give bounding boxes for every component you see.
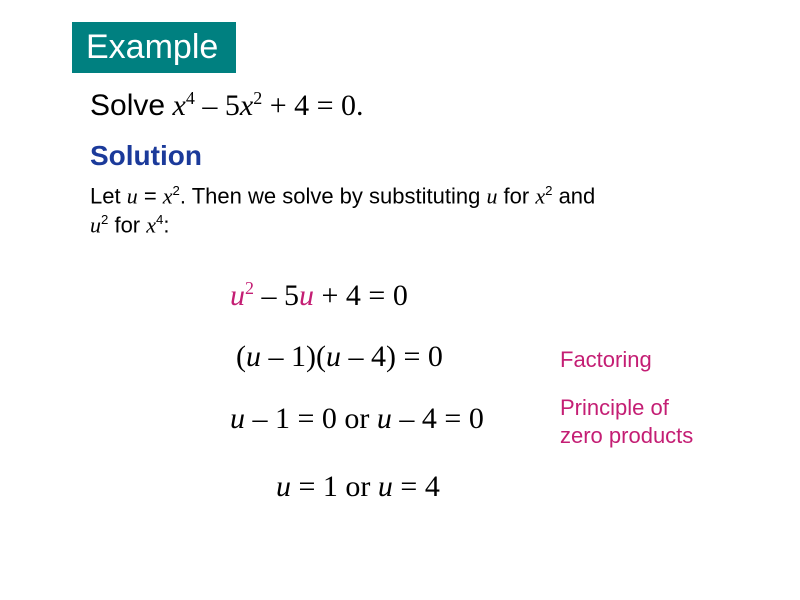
exp-p2: = xyxy=(138,183,163,208)
eq3-u2: u xyxy=(377,402,392,435)
eq4-u1: u xyxy=(276,470,291,503)
eq1-u2: u xyxy=(299,279,314,312)
eq1-b: – 5 xyxy=(254,279,299,312)
eq3-u1: u xyxy=(230,402,245,435)
exp-x3: x xyxy=(146,212,156,237)
eq2-u1: u xyxy=(246,340,261,373)
annot-zero-line1: Principle of xyxy=(560,395,669,420)
exp-u1: u xyxy=(127,183,138,208)
exp-p6: for xyxy=(108,212,146,237)
problem-statement: Solve x4 – 5x2 + 4 = 0. xyxy=(90,88,364,123)
exp-p5a: and xyxy=(552,183,595,208)
exp-p3: . Then we solve by substituting xyxy=(180,183,487,208)
exp-u3: u xyxy=(90,212,101,237)
eq2-e: – 4) = 0 xyxy=(341,340,443,373)
annotation-factoring: Factoring xyxy=(560,346,750,374)
problem-var-x2: x xyxy=(240,89,253,122)
exp-p4: for xyxy=(497,183,535,208)
eq1-exp: 2 xyxy=(245,278,254,298)
equation-zero-product: u – 1 = 0 or u – 4 = 0 xyxy=(230,402,484,436)
annot-zero-line2: zero products xyxy=(560,423,693,448)
equation-factored: (u – 1)(u – 4) = 0 xyxy=(236,340,443,374)
eq3-d: – 4 = 0 xyxy=(392,402,484,435)
exp-p1: Let xyxy=(90,183,127,208)
solution-heading: Solution xyxy=(90,140,202,172)
example-header-text: Example xyxy=(86,28,218,66)
problem-var-x1: x xyxy=(173,89,186,122)
problem-exp-2: 2 xyxy=(253,88,262,108)
eq3-b: – 1 = 0 or xyxy=(245,402,377,435)
exp-x2: x xyxy=(535,183,545,208)
problem-verb: Solve xyxy=(90,89,165,122)
eq4-b: = 1 or xyxy=(291,470,378,503)
exp-e1: 2 xyxy=(173,183,180,198)
annotation-zero-products: Principle of zero products xyxy=(560,394,750,449)
eq4-d: = 4 xyxy=(393,470,440,503)
eq2-a: ( xyxy=(236,340,246,373)
exp-x1: x xyxy=(163,183,173,208)
example-header: Example xyxy=(72,22,236,73)
problem-exp-4: 4 xyxy=(186,88,195,108)
exp-u2: u xyxy=(486,183,497,208)
eq1-u1: u xyxy=(230,279,245,312)
equation-substituted: u2 – 5u + 4 = 0 xyxy=(230,278,408,313)
problem-tail: + 4 = 0. xyxy=(262,89,363,122)
eq2-u2: u xyxy=(326,340,341,373)
exp-p7: : xyxy=(163,212,169,237)
eq2-c: – 1)( xyxy=(261,340,326,373)
problem-mid1: – 5 xyxy=(195,89,240,122)
eq1-d: + 4 = 0 xyxy=(314,279,408,312)
equation-u-solutions: u = 1 or u = 4 xyxy=(276,470,440,504)
eq4-u2: u xyxy=(378,470,393,503)
explanation-text: Let u = x2. Then we solve by substitutin… xyxy=(90,182,730,240)
